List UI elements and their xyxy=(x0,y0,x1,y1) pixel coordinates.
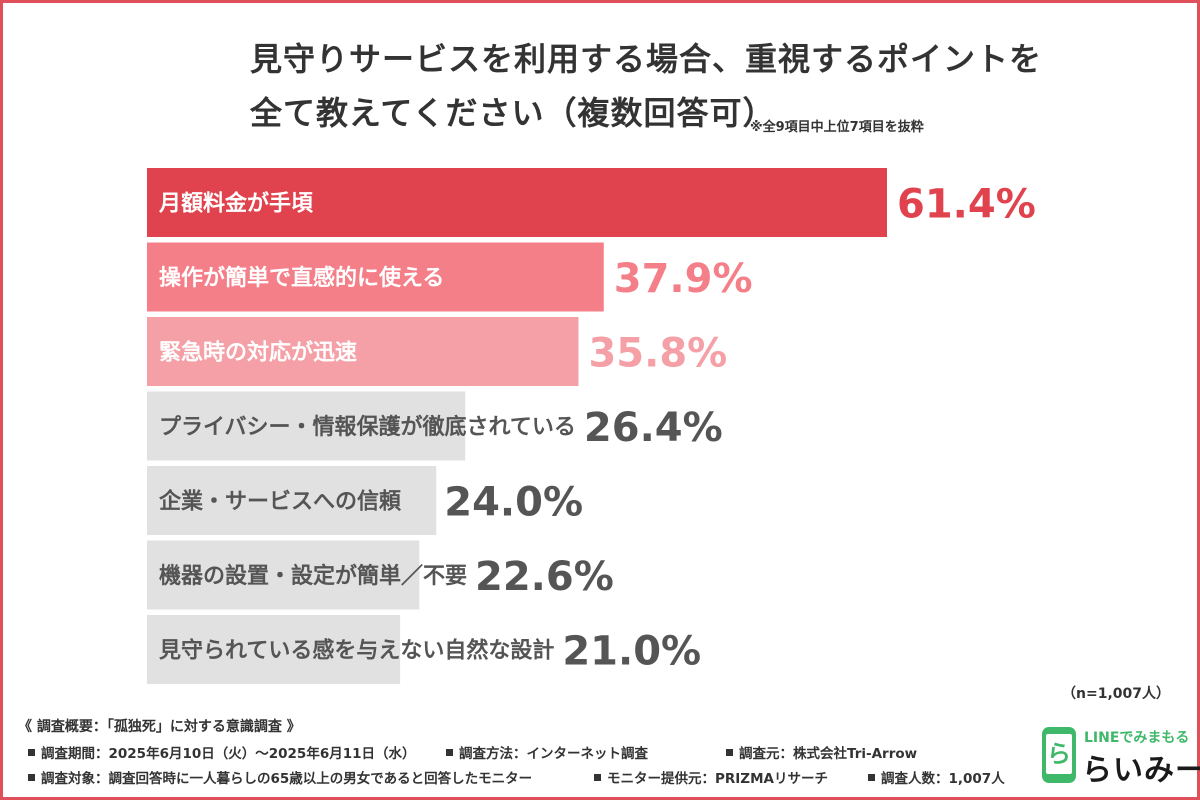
value-label-6: 22.6% xyxy=(475,554,614,600)
value-label-5: 24.0% xyxy=(444,480,583,526)
bar-1 xyxy=(147,168,887,237)
bar-3 xyxy=(147,317,579,386)
title-line-2: 全て教えてください（複数回答可） xyxy=(250,94,776,132)
survey-target: 調査対象：調査回答時に一人暮らしの65歳以上の男女であると回答したモニター xyxy=(28,767,532,787)
sample-size-label: （n=1,007人） xyxy=(1062,686,1170,702)
category-label-1: 月額料金が手頃 xyxy=(158,191,314,217)
bar-5 xyxy=(147,466,437,535)
raimi-logo: ら LINEでみまもる らいみー xyxy=(1040,725,1200,789)
value-label-2: 37.9% xyxy=(614,256,753,302)
respondent-count: 調査人数：1,007人 xyxy=(868,767,1005,787)
category-label-2: 操作が簡単で直感的に使える xyxy=(159,265,444,291)
category-label-6: 機器の設置・設定が簡単／不要 xyxy=(159,563,467,589)
logo-tagline: LINEでみまもる xyxy=(1084,730,1190,746)
bar-chart: 月額料金が手頃 61.4% 操作が簡単で直感的に使える 37.9% 緊急時の対応が迅速 3… xyxy=(147,168,1036,684)
category-label-4: プライバシー・情報保護が徹底されている xyxy=(159,414,576,440)
bar-7 xyxy=(147,615,401,684)
value-label-4: 26.4% xyxy=(584,405,723,451)
category-label-5: 企業・サービスへの信頼 xyxy=(158,489,402,515)
bar-2 xyxy=(147,242,604,312)
survey-period: 調査期間：2025年6月10日（火）～2025年6月11日（水） xyxy=(28,742,416,762)
category-label-7: 見守られている感を与えない自然な設計 xyxy=(159,638,554,664)
bar-4 xyxy=(147,391,466,461)
excerpt-note: ※全9項目中上位7項目を抜粋 xyxy=(750,120,924,135)
category-label-3: 緊急時の対応が迅速 xyxy=(159,340,357,366)
chart-title: 見守りサービスを利用する場合、重視するポイントを 全て教えてください（複数回答可… xyxy=(250,32,1050,140)
monitor-provider: モニター提供元：PRIZMAリサーチ xyxy=(594,767,828,787)
value-label-3: 35.8% xyxy=(588,331,727,377)
logo-name: らいみー xyxy=(1082,753,1200,788)
survey-organizer: 調査元：株式会社Tri-Arrow xyxy=(726,742,917,762)
value-label-1: 61.4% xyxy=(897,182,1036,228)
title-line-1: 見守りサービスを利用する場合、重視するポイントを xyxy=(250,40,1043,78)
phone-icon: ら xyxy=(1042,727,1076,783)
value-label-7: 21.0% xyxy=(562,629,701,675)
survey-method: 調査方法：インターネット調査 xyxy=(446,742,648,762)
logo-mark: ら xyxy=(1046,734,1072,774)
bar-6 xyxy=(147,540,420,610)
survey-summary-heading: 《 調査概要：「孤独死」に対する意識調査 》 xyxy=(18,719,301,735)
